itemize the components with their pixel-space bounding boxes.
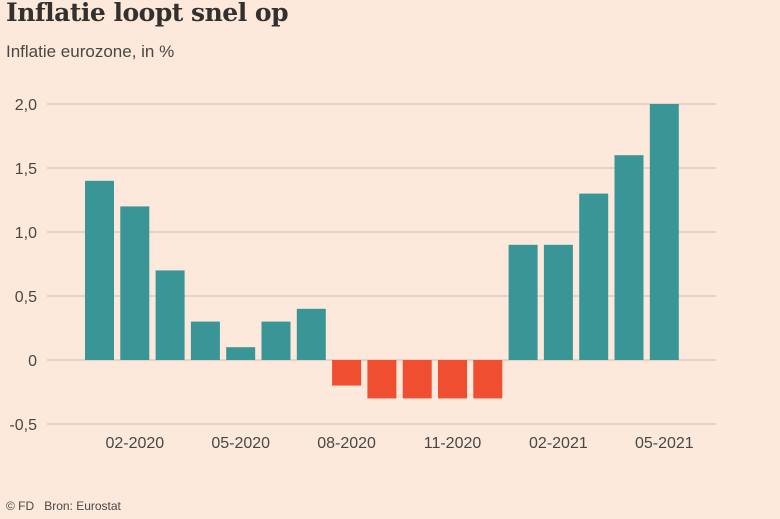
- y-tick-label: -0,5: [9, 417, 37, 434]
- y-tick-label: 0: [28, 353, 37, 370]
- bar-08-2020: [332, 360, 362, 386]
- bar-05-2020: [226, 347, 256, 360]
- y-tick-label: 1,5: [15, 161, 37, 178]
- y-tick-label: 2,0: [15, 97, 37, 114]
- bar-10-2020: [402, 360, 432, 399]
- bar-11-2020: [438, 360, 467, 399]
- footer: © FD Bron: Eurostat: [6, 499, 121, 513]
- bar-07-2020: [296, 308, 326, 360]
- x-tick-label: 02-2020: [105, 435, 164, 452]
- bar-03-2020: [155, 270, 185, 360]
- chart-title: Inflatie loopt snel op: [6, 0, 289, 27]
- x-tick-label: 11-2020: [424, 435, 482, 452]
- bar-09-2020: [367, 360, 397, 399]
- bar-02-2020: [120, 206, 150, 360]
- bar-02-2021: [543, 244, 573, 360]
- bar-06-2020: [261, 321, 291, 360]
- x-tick-label: 05-2020: [211, 435, 270, 452]
- copyright: © FD: [6, 499, 35, 513]
- y-tick-label: 0,5: [15, 289, 37, 306]
- x-tick-label: 05-2021: [635, 435, 694, 452]
- x-tick-label: 02-2021: [529, 435, 588, 452]
- bar-04-2021: [614, 155, 644, 360]
- bar-01-2021: [508, 244, 538, 360]
- bar-05-2021: [649, 104, 679, 360]
- bar-01-2020: [85, 180, 114, 360]
- y-tick-label: 1,0: [15, 225, 37, 242]
- chart-subtitle: Inflatie eurozone, in %: [6, 42, 175, 61]
- bar-04-2020: [190, 321, 220, 360]
- bar-12-2020: [473, 360, 503, 399]
- bar-03-2021: [579, 193, 609, 360]
- source: Bron: Eurostat: [44, 499, 121, 513]
- x-tick-label: 08-2020: [317, 435, 376, 452]
